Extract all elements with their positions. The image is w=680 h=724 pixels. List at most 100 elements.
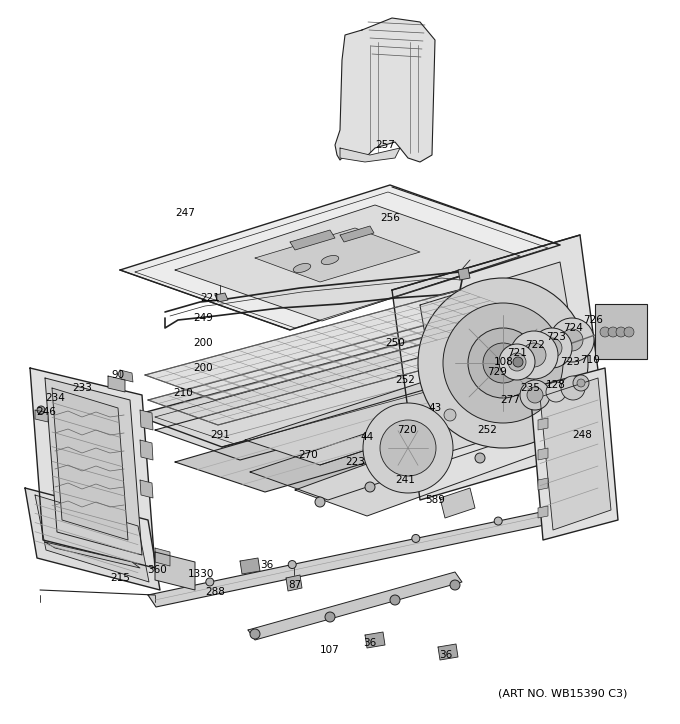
Text: 36: 36	[363, 638, 377, 648]
Polygon shape	[295, 412, 582, 516]
Polygon shape	[145, 290, 530, 400]
Text: 252: 252	[477, 425, 497, 435]
Polygon shape	[35, 410, 48, 422]
Circle shape	[250, 629, 260, 639]
Text: 128: 128	[546, 380, 566, 390]
Circle shape	[37, 406, 45, 414]
Polygon shape	[140, 480, 153, 498]
Text: 90: 90	[112, 370, 124, 380]
Text: 723: 723	[546, 332, 566, 342]
Polygon shape	[155, 548, 170, 566]
Text: 36: 36	[439, 650, 453, 660]
Text: 44: 44	[360, 432, 373, 442]
Polygon shape	[458, 268, 470, 280]
Polygon shape	[538, 418, 548, 430]
Circle shape	[206, 578, 214, 586]
Polygon shape	[420, 262, 585, 453]
Polygon shape	[540, 378, 611, 530]
Text: 248: 248	[572, 430, 592, 440]
Circle shape	[450, 580, 460, 590]
Polygon shape	[538, 506, 548, 518]
Polygon shape	[215, 293, 228, 302]
Circle shape	[325, 612, 335, 622]
Polygon shape	[538, 478, 548, 490]
Circle shape	[624, 327, 634, 337]
Text: 221: 221	[200, 293, 220, 303]
Polygon shape	[440, 488, 475, 518]
Text: 252: 252	[395, 375, 415, 385]
Polygon shape	[340, 226, 374, 242]
Polygon shape	[25, 488, 160, 590]
Text: 288: 288	[205, 587, 225, 597]
Text: 108: 108	[494, 357, 514, 367]
Text: 1330: 1330	[188, 569, 214, 579]
Bar	[595, 304, 647, 359]
Polygon shape	[155, 552, 195, 590]
Text: 722: 722	[525, 340, 545, 350]
Circle shape	[468, 328, 538, 398]
Polygon shape	[290, 230, 335, 250]
Circle shape	[483, 343, 523, 383]
Polygon shape	[530, 368, 618, 540]
Circle shape	[542, 338, 562, 358]
Text: 721: 721	[507, 348, 527, 358]
Circle shape	[546, 382, 566, 402]
Text: (ART NO. WB15390 C3): (ART NO. WB15390 C3)	[498, 688, 628, 698]
Text: 36: 36	[260, 560, 273, 570]
Circle shape	[510, 331, 558, 379]
Polygon shape	[120, 185, 560, 330]
Polygon shape	[155, 345, 550, 460]
Circle shape	[577, 379, 585, 387]
Circle shape	[412, 534, 420, 542]
Polygon shape	[148, 508, 568, 607]
Circle shape	[616, 327, 626, 337]
Circle shape	[390, 595, 400, 605]
Text: 107: 107	[320, 645, 340, 655]
Text: 710: 710	[580, 355, 600, 365]
Polygon shape	[365, 632, 385, 648]
Text: 87: 87	[288, 580, 302, 590]
Polygon shape	[392, 235, 608, 500]
Polygon shape	[45, 378, 142, 555]
Polygon shape	[438, 644, 458, 660]
Circle shape	[561, 376, 585, 400]
Polygon shape	[248, 572, 462, 640]
Text: 200: 200	[193, 338, 213, 348]
Text: 249: 249	[193, 313, 213, 323]
Polygon shape	[255, 228, 420, 282]
Circle shape	[418, 278, 588, 448]
Polygon shape	[120, 370, 133, 382]
Polygon shape	[175, 378, 555, 492]
Polygon shape	[45, 542, 140, 568]
Text: 589: 589	[425, 495, 445, 505]
Text: 360: 360	[147, 565, 167, 575]
Circle shape	[522, 343, 546, 367]
Circle shape	[561, 329, 583, 351]
Polygon shape	[30, 368, 155, 568]
Text: 729: 729	[487, 367, 507, 377]
Text: 291: 291	[210, 430, 230, 440]
Ellipse shape	[293, 264, 311, 272]
Polygon shape	[108, 376, 125, 392]
Polygon shape	[175, 205, 520, 321]
Text: 726: 726	[583, 315, 603, 325]
Circle shape	[520, 380, 550, 410]
Text: 720: 720	[397, 425, 417, 435]
Text: 235: 235	[520, 383, 540, 393]
Polygon shape	[286, 575, 302, 591]
Text: 234: 234	[45, 393, 65, 403]
Circle shape	[608, 327, 618, 337]
Polygon shape	[245, 365, 550, 465]
Polygon shape	[538, 448, 548, 460]
Circle shape	[288, 560, 296, 568]
Ellipse shape	[321, 256, 339, 264]
Circle shape	[444, 409, 456, 421]
Polygon shape	[250, 392, 568, 500]
Text: 246: 246	[36, 407, 56, 417]
Text: 241: 241	[395, 475, 415, 485]
Polygon shape	[35, 495, 149, 582]
Polygon shape	[335, 18, 435, 162]
Polygon shape	[135, 328, 545, 447]
Text: 233: 233	[72, 383, 92, 393]
Text: 210: 210	[173, 388, 193, 398]
